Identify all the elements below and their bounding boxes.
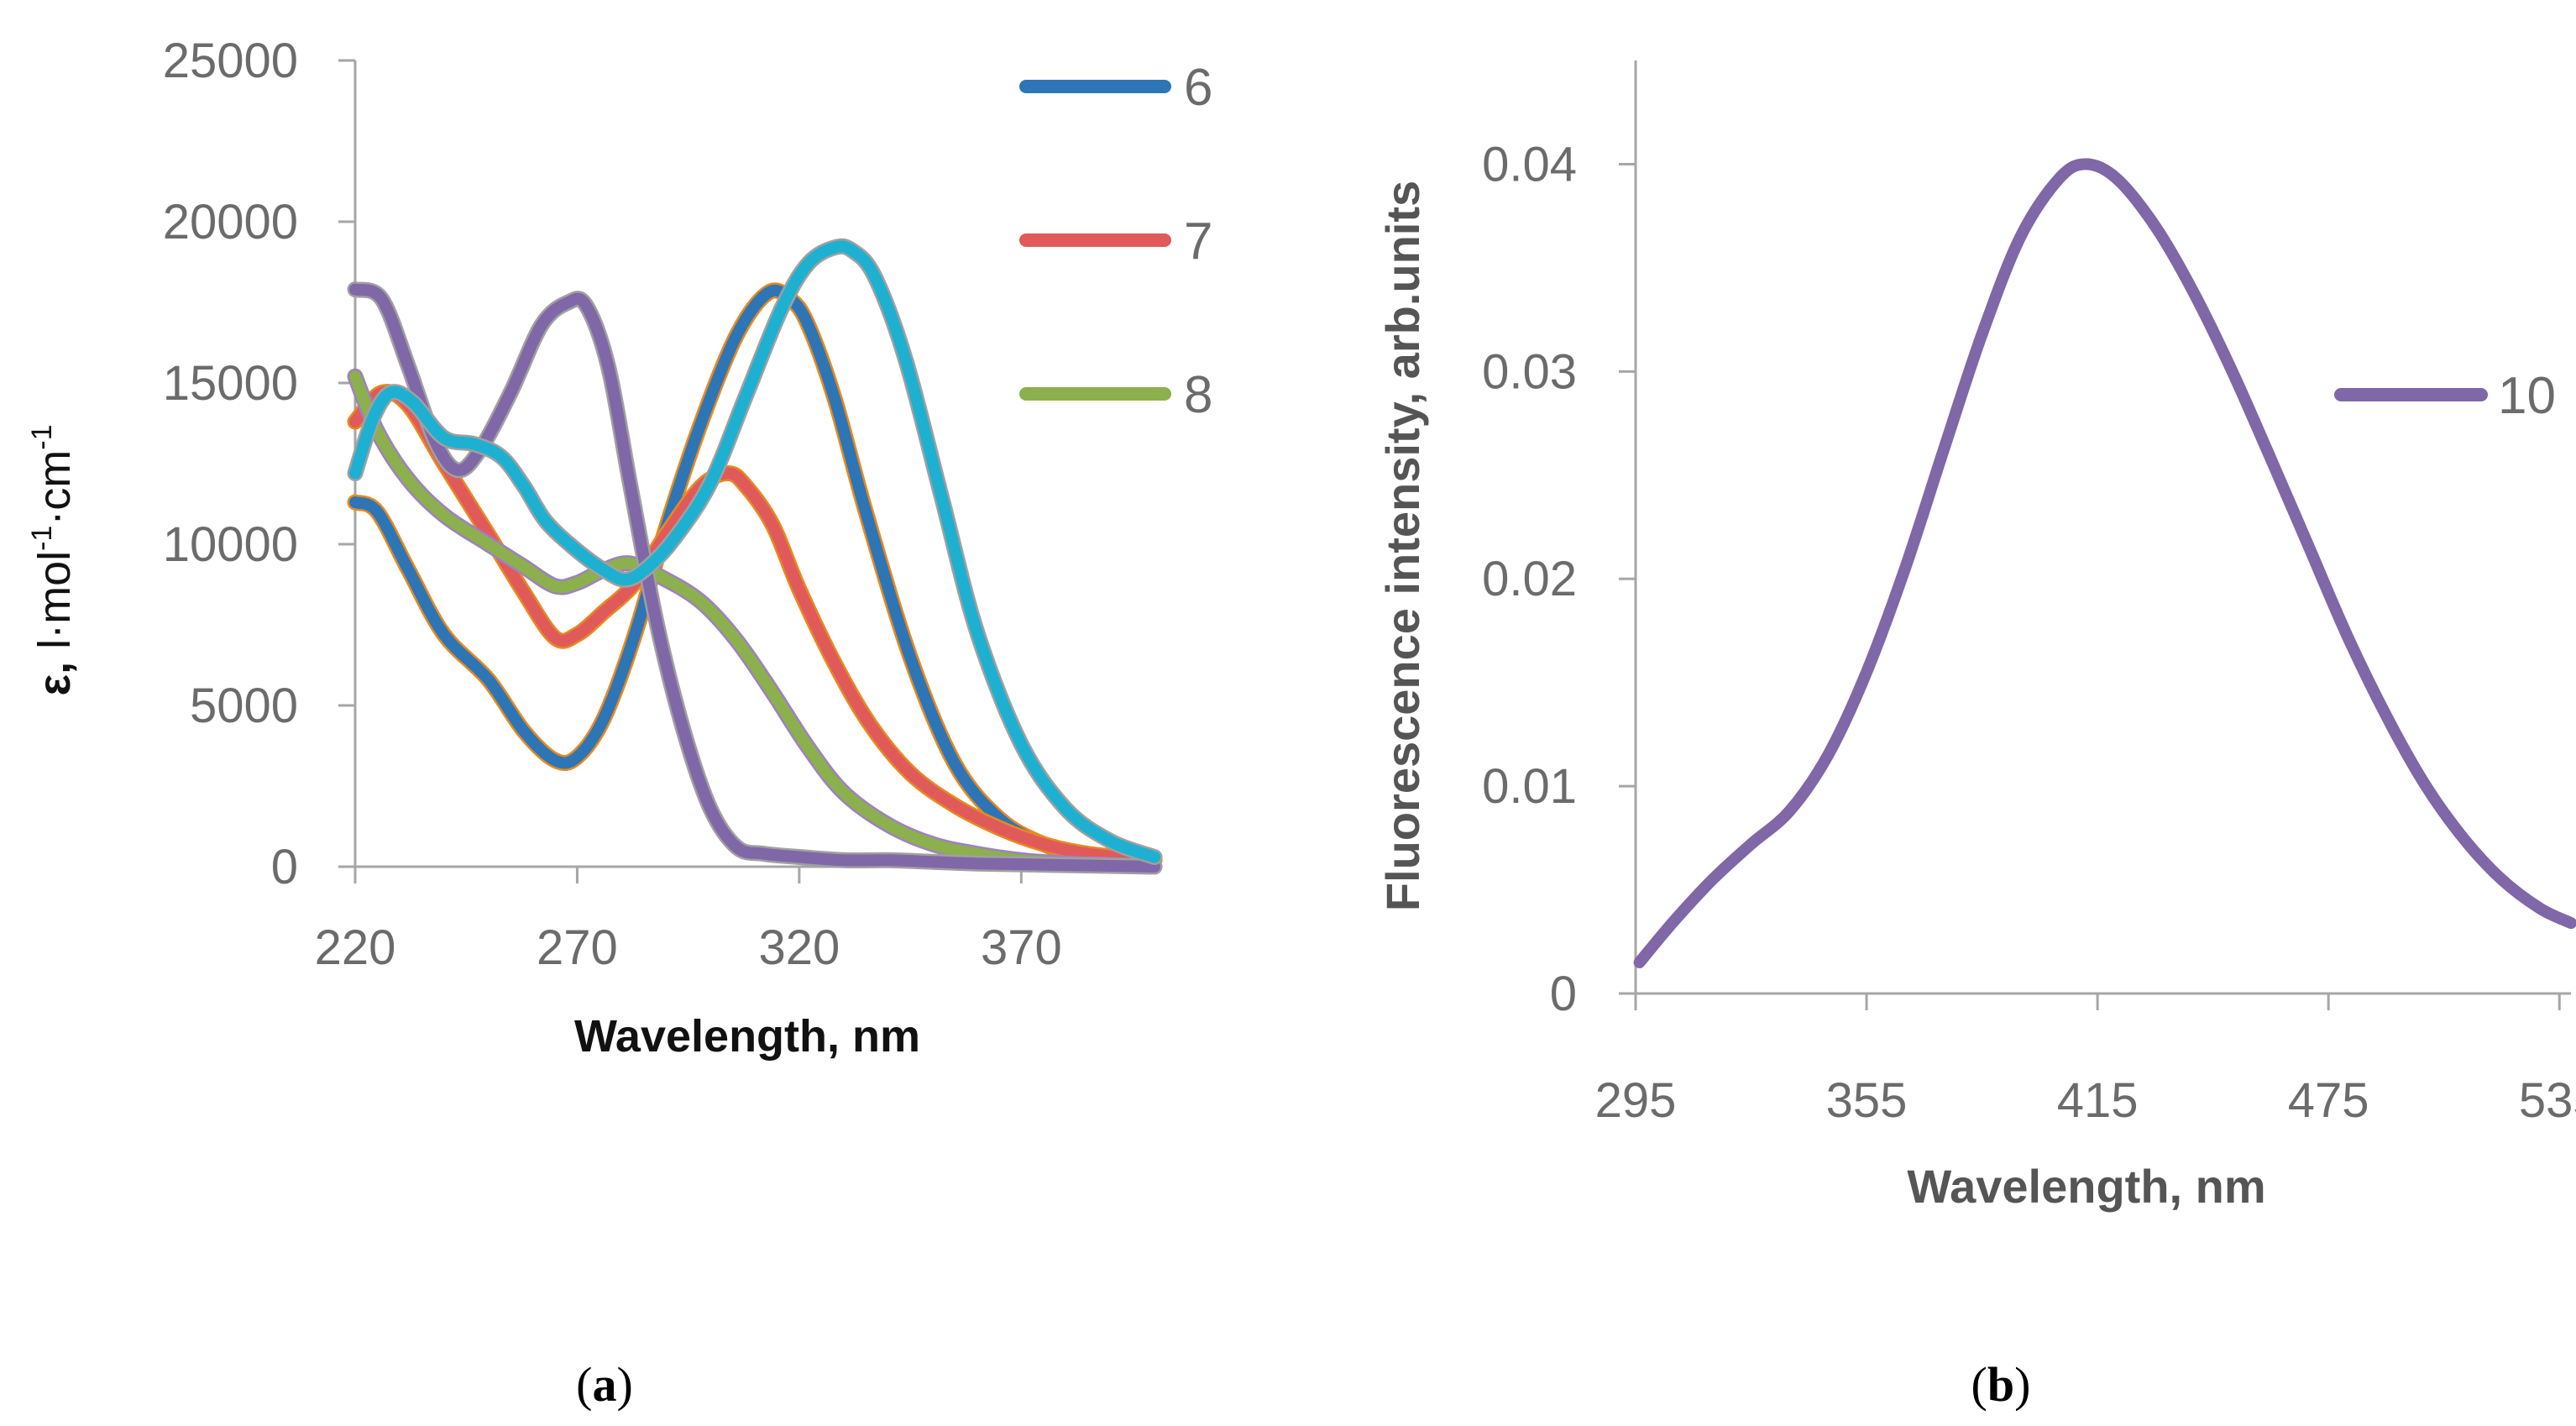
chart-b-x-axis: 295 355 415 475 535	[1595, 992, 2576, 1128]
chart-b-x-axis-label: Wavelength, nm	[1907, 1160, 2265, 1213]
chart-a-legend-label-8: 8	[1184, 366, 1212, 424]
chart-a-series-8-line	[349, 370, 1160, 873]
chart-a-y-tick-label: 10000	[163, 517, 298, 572]
chart-a-x-tick-label: 320	[758, 920, 840, 975]
chart-b-x-tick-label: 415	[2057, 1073, 2139, 1128]
chart-a-legend-label-7: 7	[1184, 212, 1212, 270]
chart-b-x-tick-label: 535	[2519, 1073, 2576, 1128]
chart-a-series-6-line	[349, 284, 1160, 867]
chart-a-legend-label-6: 6	[1184, 59, 1212, 117]
chart-b-y-tick-label: 0.02	[1482, 552, 1577, 606]
chart-a: 0 5000 10000 15000 20000 25000 220 270 320 370 6…	[26, 34, 1212, 1412]
chart-a-x-tick-label: 220	[315, 920, 396, 975]
chart-b-series	[1633, 158, 2576, 968]
chart-b-legend: 10	[2334, 367, 2556, 425]
chart-a-y-tick-label: 20000	[163, 195, 298, 249]
chart-a-x-tick-label: 270	[537, 920, 618, 975]
chart-b-series-10-line	[1633, 158, 2576, 968]
panel-label-a: (a)	[576, 1357, 633, 1412]
chart-b-y-tick-label: 0.04	[1482, 137, 1577, 191]
chart-a-y-tick-label: 5000	[190, 679, 298, 733]
chart-b: 0 0.01 0.02 0.03 0.04 295 355 415 475 535 10 Wav…	[1376, 60, 2576, 1412]
chart-a-y-axis: 0 5000 10000 15000 20000 25000	[163, 34, 357, 894]
chart-a-x-axis-label: Wavelength, nm	[574, 1011, 920, 1062]
chart-b-y-tick-label: 0	[1550, 967, 1577, 1021]
chart-a-y-tick-label: 0	[271, 840, 298, 894]
chart-b-y-axis: 0 0.01 0.02 0.03 0.04	[1482, 60, 1637, 1021]
chart-b-x-tick-label: 475	[2288, 1073, 2369, 1128]
chart-a-series	[347, 238, 1163, 875]
chart-b-y-tick-label: 0.03	[1482, 344, 1577, 399]
chart-b-y-axis-label: Fluorescence intensity, arb.units	[1376, 181, 1429, 911]
chart-a-y-tick-label: 15000	[163, 356, 298, 411]
panel-label-b: (b)	[1971, 1357, 2031, 1412]
chart-b-x-tick-label: 295	[1595, 1073, 1677, 1128]
chart-b-y-tick-label: 0.01	[1482, 759, 1577, 814]
chart-b-legend-label-10: 10	[2498, 367, 2556, 425]
chart-b-x-tick-label: 355	[1826, 1073, 1908, 1128]
chart-a-y-axis-label: ε, l·mol-1·cm-1	[26, 424, 80, 695]
chart-a-series-unlabeled-4-line	[349, 240, 1160, 863]
chart-a-y-tick-label: 25000	[163, 34, 298, 88]
chart-a-x-tick-label: 370	[981, 920, 1062, 975]
chart-a-series-unlabeled-3-line	[349, 283, 1160, 873]
chart-a-legend: 6 7 8	[1019, 59, 1212, 424]
